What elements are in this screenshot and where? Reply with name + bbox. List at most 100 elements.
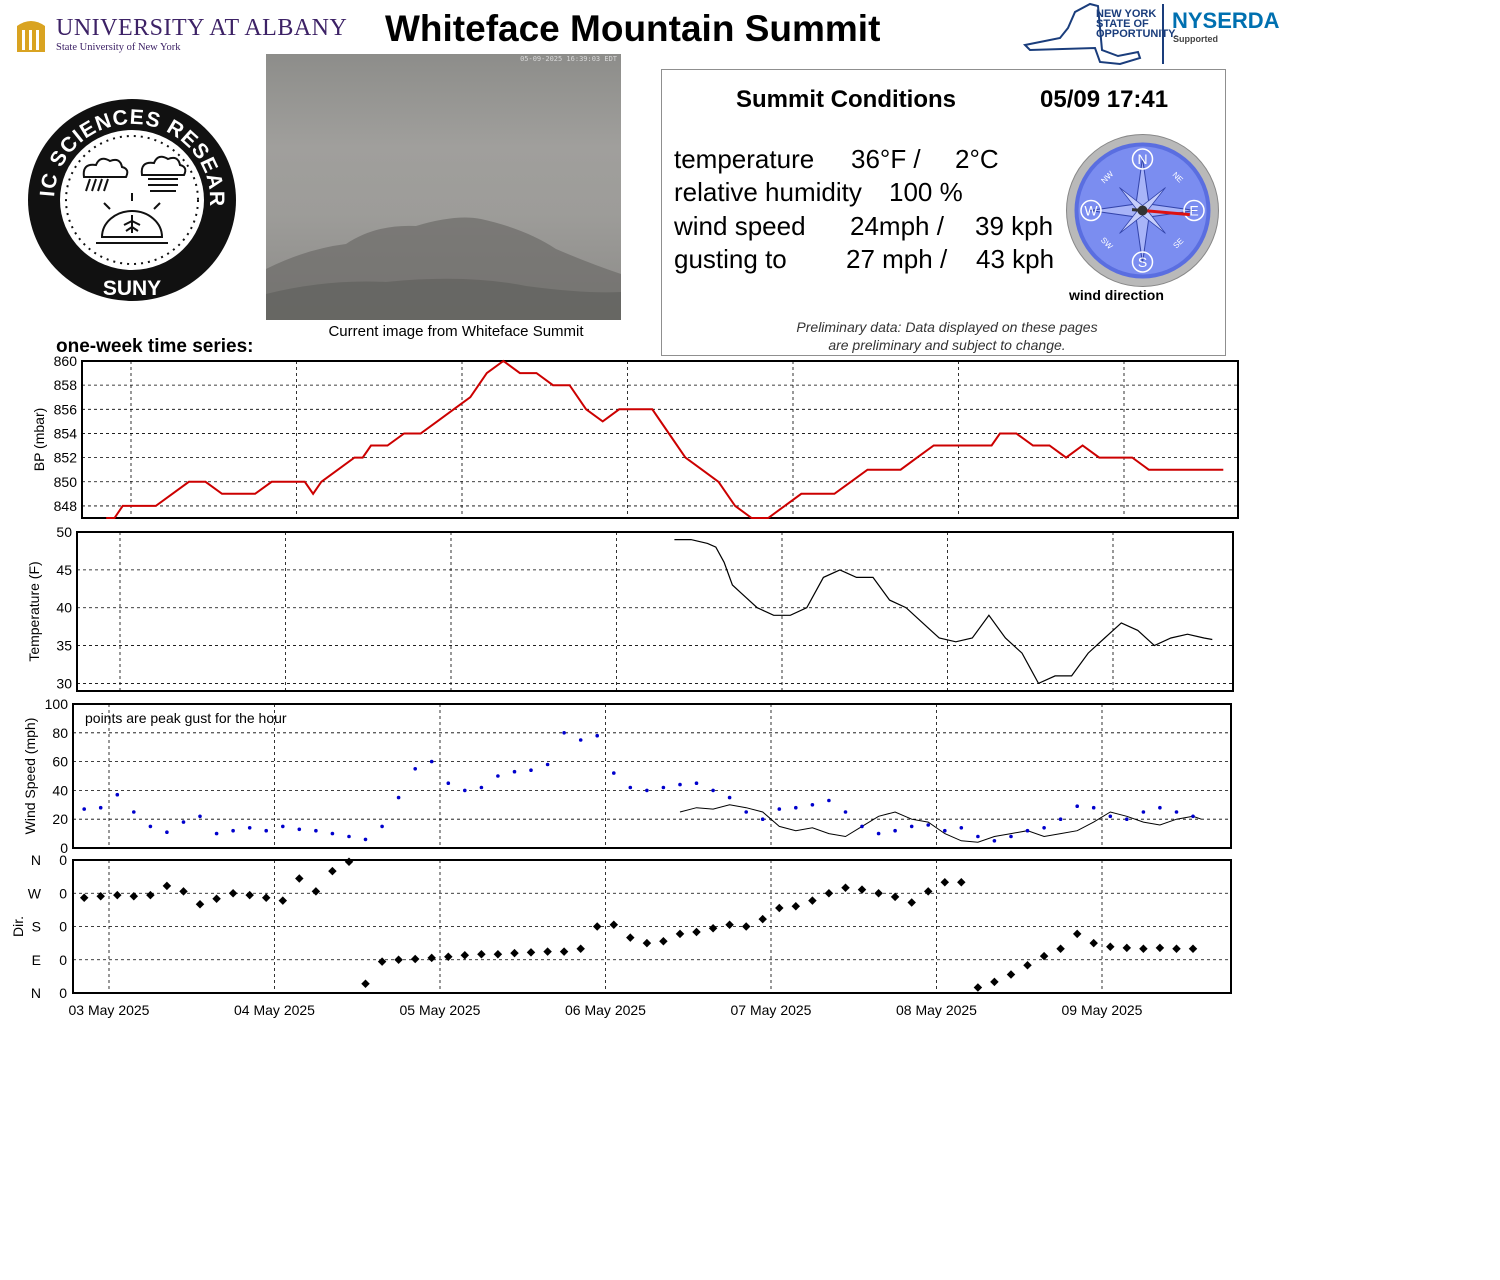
direction-point (592, 922, 602, 931)
gust-point (115, 792, 120, 797)
direction-point (410, 954, 420, 964)
temperature-label: temperature (674, 144, 815, 174)
gust-point (463, 788, 467, 793)
gust-point (165, 830, 169, 834)
direction-point (940, 877, 950, 887)
gust-point (82, 807, 86, 811)
direction-point (146, 890, 155, 900)
gust-kph: 43 kph (976, 244, 1055, 274)
gust-point (1141, 810, 1146, 814)
direction-point (907, 898, 916, 907)
gust-point (297, 827, 302, 832)
asrc-seal: ATMOSPHERIC SCIENCES RESEARCH CENTER SUN… (26, 97, 236, 301)
direction-point (775, 903, 784, 913)
wind-direction-ytick: 0 (59, 952, 67, 968)
pressure-ytick: 852 (54, 450, 78, 466)
gust-point (1009, 834, 1013, 839)
direction-point (228, 889, 238, 898)
wind-speed-ytick: 60 (52, 754, 68, 770)
direction-point (543, 947, 552, 956)
direction-point (675, 929, 685, 939)
gust-point (363, 837, 368, 842)
wind-direction-ytick: 0 (59, 852, 67, 868)
seal-suny-text: SUNY (103, 277, 161, 300)
gust-point (1158, 805, 1162, 810)
gust-point (496, 774, 500, 778)
gust-point (694, 781, 699, 785)
gust-point (1042, 826, 1046, 830)
direction-point (460, 951, 470, 960)
gust-point (1191, 814, 1195, 819)
direction-point (1172, 944, 1181, 953)
direction-point (510, 948, 519, 958)
conditions-title: Summit Conditions (736, 86, 956, 113)
wind-direction-ylabel: Dir. (10, 916, 26, 937)
direction-point (576, 944, 585, 953)
direction-point (1155, 943, 1165, 953)
wind-speed-frame: 0 20 40 60 80 100 Wind Speed (mph) (22, 696, 1232, 856)
temperature-ytick: 30 (56, 675, 72, 691)
gust-point (264, 828, 269, 833)
gust-point (330, 831, 335, 836)
wind-direction-compass-label: W (28, 885, 42, 901)
wind-speed-ytick: 80 (52, 725, 68, 741)
direction-point (179, 887, 188, 896)
direction-point (890, 892, 900, 902)
summit-conditions-panel: Summit Conditions 05/09 17:41 temperatur… (661, 69, 1226, 356)
direction-point (361, 979, 370, 989)
conditions-datetime: 05/09 17:41 (1040, 86, 1169, 113)
direction-point (758, 914, 767, 924)
gust-point (413, 767, 418, 771)
pressure-ytick: 856 (54, 401, 78, 417)
gust-point (843, 810, 848, 814)
direction-point (328, 866, 337, 876)
x-axis-date-label: 05 May 2025 (400, 1002, 481, 1018)
direction-point (1006, 970, 1016, 979)
pressure-ytick: 850 (54, 474, 78, 490)
direction-point (113, 890, 122, 900)
direction-point (295, 874, 304, 883)
direction-point (824, 889, 834, 898)
direction-point (96, 891, 105, 901)
gust-point (976, 834, 980, 839)
webcam-caption: Current image from Whiteface Summit (328, 323, 584, 340)
nyserda-name: NYSERDA (1172, 8, 1280, 33)
temperature-f: 36°F / (851, 144, 921, 174)
direction-point (741, 922, 751, 931)
gust-point (744, 810, 748, 814)
nyserda-supported: Supported (1173, 34, 1218, 44)
gust-point (380, 824, 384, 829)
logo-divider (1162, 4, 1164, 64)
compass-icon: N E S W NE SE SW NW (1066, 134, 1219, 287)
gust-point (512, 769, 517, 774)
temperature-c: 2°C (955, 144, 999, 174)
direction-point (477, 949, 486, 959)
gust-point (711, 788, 715, 793)
gust-point (794, 805, 798, 810)
direction-point (195, 900, 205, 909)
direction-point (1056, 944, 1065, 953)
wind-speed-ytick: 100 (45, 696, 69, 712)
x-axis-date-label: 03 May 2025 (69, 1002, 150, 1018)
direction-point (857, 885, 867, 894)
direction-point (708, 924, 718, 933)
gust-point (1174, 810, 1179, 814)
x-axis-date-label: 06 May 2025 (565, 1002, 646, 1018)
direction-point (1072, 929, 1082, 939)
gust-point (562, 731, 566, 735)
temperature-ytick: 40 (56, 600, 72, 616)
compass-label: wind direction (1069, 287, 1164, 303)
direction-point (1039, 951, 1049, 961)
humidity-label: relative humidity (674, 177, 862, 207)
disclaimer: Preliminary data: Data displayed on thes… (722, 318, 1172, 354)
new-york-state-icon (1022, 2, 1142, 66)
gust-point (661, 785, 666, 790)
direction-point (261, 893, 271, 902)
direction-point (1089, 938, 1098, 948)
new-york-text: NEW YORK STATE OF OPPORTUNITY. (1096, 8, 1178, 40)
wind-annotation: points are peak gust for the hour (85, 710, 287, 726)
compass-w: W (1084, 203, 1098, 219)
wind-speed-kph: 39 kph (975, 211, 1054, 241)
webcam-image[interactable]: 05-09-2025 16:39:03 EDT (266, 54, 621, 320)
